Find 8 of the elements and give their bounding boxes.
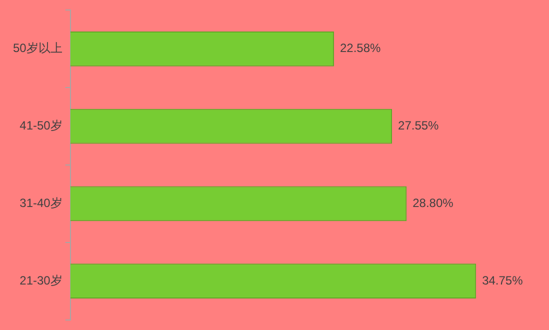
y-tick-label: 21-30岁 xyxy=(20,273,62,288)
data-label: 27.55% xyxy=(398,118,440,133)
data-label: 22.58% xyxy=(340,41,382,56)
y-tick-label: 50岁以上 xyxy=(12,41,62,56)
data-label: 34.75% xyxy=(482,273,524,288)
y-tick-label: 31-40岁 xyxy=(20,196,62,210)
data-label: 28.80% xyxy=(412,196,454,210)
y-tick-label: 41-50岁 xyxy=(20,118,62,133)
